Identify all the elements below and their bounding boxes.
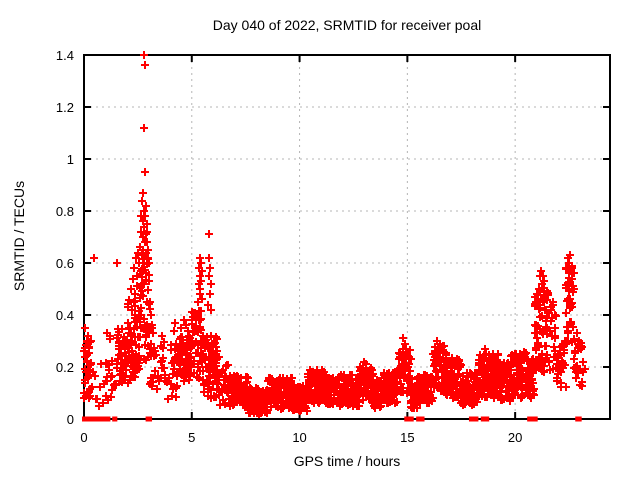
zero-marker bbox=[404, 416, 414, 422]
y-tick-label: 1.2 bbox=[56, 100, 74, 115]
zero-marker bbox=[468, 416, 479, 422]
grid-lines bbox=[84, 55, 610, 419]
zero-marker bbox=[577, 416, 582, 422]
x-tick-label: 10 bbox=[292, 430, 306, 445]
zero-marker bbox=[148, 416, 153, 422]
y-tick-label: 0.8 bbox=[56, 204, 74, 219]
zero-marker bbox=[82, 416, 102, 422]
x-tick-label: 20 bbox=[508, 430, 522, 445]
zero-marker bbox=[100, 416, 106, 422]
x-tick-label: 0 bbox=[80, 430, 87, 445]
y-tick-label: 0.6 bbox=[56, 256, 74, 271]
y-tick-label: 1 bbox=[67, 152, 74, 167]
y-tick-label: 0 bbox=[67, 412, 74, 427]
zero-marker bbox=[145, 416, 150, 422]
zero-marker bbox=[104, 416, 111, 422]
x-tick-label: 5 bbox=[188, 430, 195, 445]
zero-marker bbox=[112, 416, 118, 422]
data-points bbox=[80, 51, 589, 418]
y-tick-label: 0.2 bbox=[56, 360, 74, 375]
chart-title: Day 040 of 2022, SRMTID for receiver poa… bbox=[212, 17, 482, 33]
zero-marker bbox=[575, 416, 580, 422]
zero-marker bbox=[420, 416, 425, 422]
zero-marker bbox=[416, 416, 421, 422]
zero-marker bbox=[480, 416, 490, 422]
y-tick-label: 0.4 bbox=[56, 308, 74, 323]
plot-border bbox=[83, 54, 611, 420]
axis-ticks bbox=[83, 54, 610, 420]
zero-marker bbox=[527, 416, 538, 422]
x-axis-label: GPS time / hours bbox=[293, 453, 401, 469]
x-tick-label: 15 bbox=[400, 430, 414, 445]
y-axis-label: SRMTID / TECUs bbox=[11, 180, 27, 292]
y-tick-label: 1.4 bbox=[56, 48, 74, 63]
